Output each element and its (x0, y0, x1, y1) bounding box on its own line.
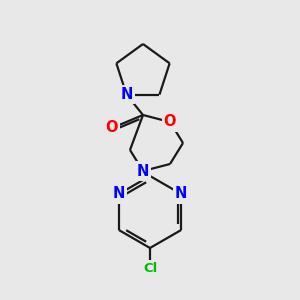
Text: N: N (120, 87, 133, 102)
Text: O: O (106, 121, 118, 136)
Text: Cl: Cl (143, 262, 157, 275)
Text: O: O (164, 115, 176, 130)
Text: N: N (175, 187, 188, 202)
Text: N: N (137, 164, 149, 178)
Text: N: N (112, 187, 125, 202)
